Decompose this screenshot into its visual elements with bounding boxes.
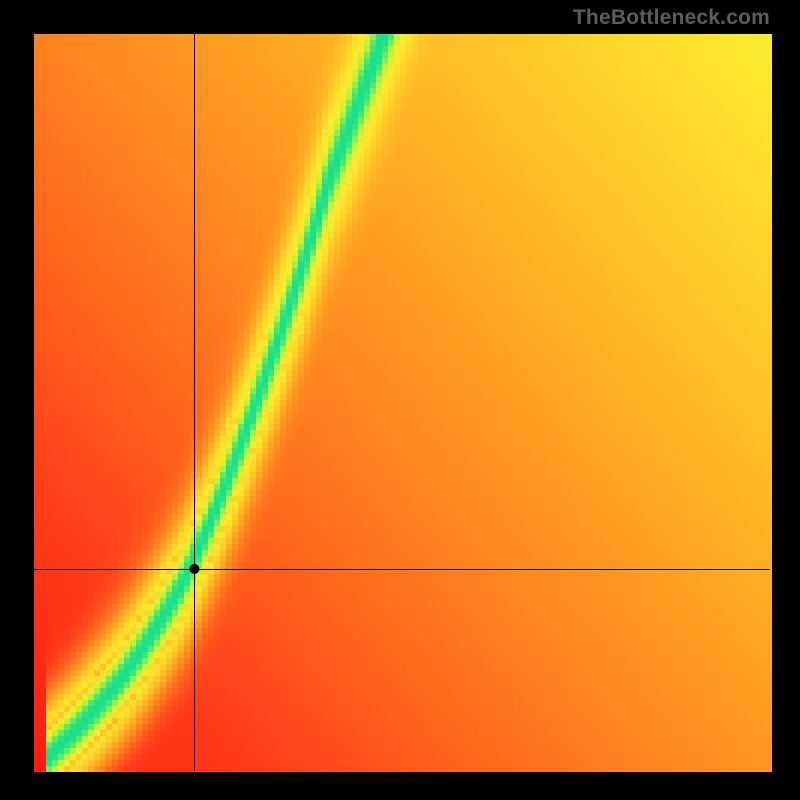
chart-container: TheBottleneck.com: [0, 0, 800, 800]
bottleneck-heatmap: [0, 0, 800, 800]
watermark-text: TheBottleneck.com: [573, 6, 770, 30]
